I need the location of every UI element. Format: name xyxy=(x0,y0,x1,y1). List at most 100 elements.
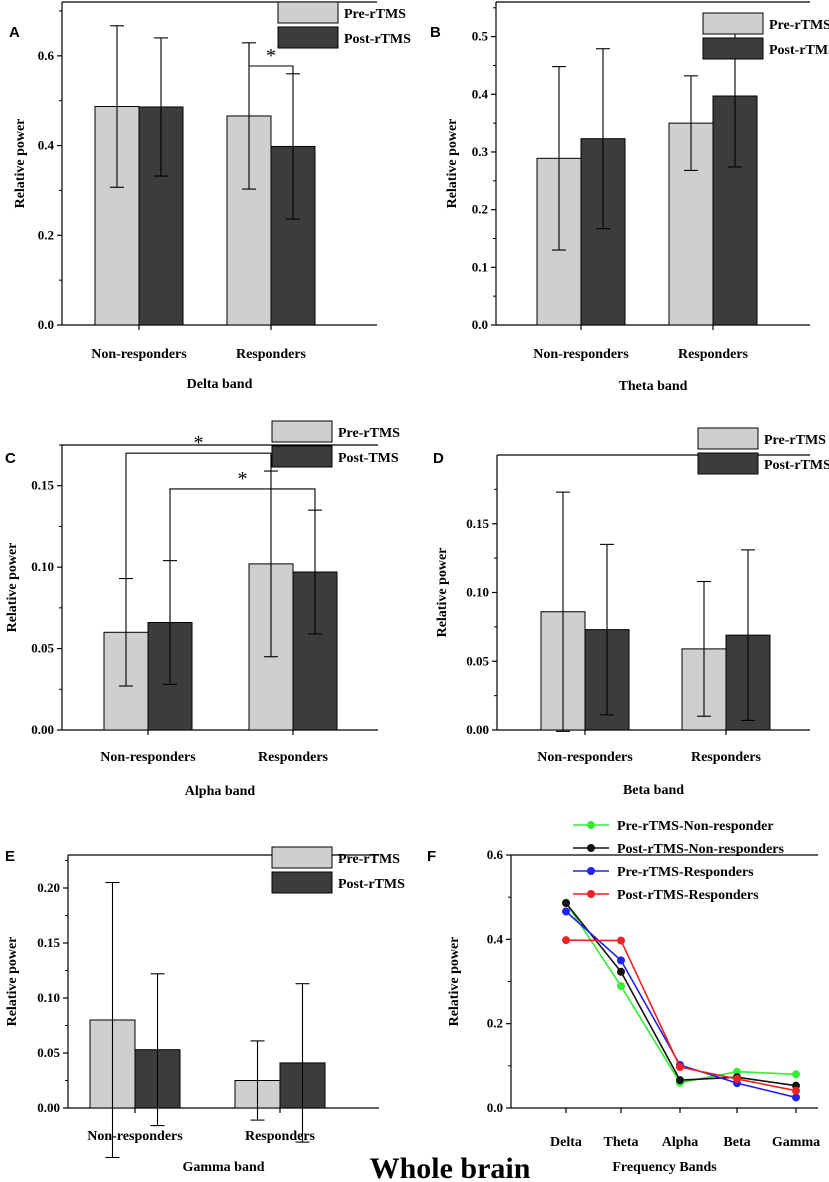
y-axis-title: Relative power xyxy=(13,119,28,209)
legend-label: Post-TMS xyxy=(338,451,399,466)
x-category-label: Responders xyxy=(245,1129,316,1144)
data-point xyxy=(617,982,625,991)
legend-swatch xyxy=(277,1,339,24)
y-tick-label: 0.2 xyxy=(38,227,54,242)
y-tick-label: 0.6 xyxy=(38,48,55,63)
legend-label: Pre-rTMS xyxy=(344,7,406,22)
y-tick-label: 0.0 xyxy=(472,317,488,332)
legend-label: Pre-rTMS-Responders xyxy=(617,865,754,880)
x-category-label: Responders xyxy=(236,347,307,362)
data-point xyxy=(617,936,625,945)
x-category-label: Theta xyxy=(604,1135,639,1150)
x-axis-title: Alpha band xyxy=(185,784,256,799)
y-tick-label: 0.15 xyxy=(31,478,54,493)
y-axis-title: Relative power xyxy=(435,548,450,638)
significance-star: * xyxy=(266,45,276,67)
x-axis-title: Delta band xyxy=(187,377,253,392)
data-point xyxy=(792,1093,800,1102)
y-tick-label: 0.10 xyxy=(37,990,60,1005)
legend-label: Post-rTMS xyxy=(769,43,829,58)
y-tick-label: 0.0 xyxy=(38,317,54,332)
y-tick-label: 0.10 xyxy=(31,559,54,574)
data-point xyxy=(733,1074,741,1083)
legend-marker xyxy=(587,890,595,898)
y-tick-label: 0.20 xyxy=(37,880,60,895)
significance-star: * xyxy=(194,432,204,454)
y-tick-label: 0.05 xyxy=(466,653,489,668)
legend-swatch xyxy=(271,871,333,894)
legend-swatch xyxy=(271,445,333,468)
y-axis-title: Relative power xyxy=(447,937,462,1027)
data-point xyxy=(617,956,625,965)
legend-swatch xyxy=(271,846,333,869)
x-category-label: Responders xyxy=(258,750,329,765)
data-point xyxy=(792,1070,800,1079)
panel-C: C 0.00 0.05 0.10 0.15 Relative power Non-respo… xyxy=(5,420,400,799)
y-tick-label: 0.00 xyxy=(37,1100,60,1115)
legend: Pre-rTMS Post-TMS xyxy=(271,420,400,468)
series-line xyxy=(565,902,797,1087)
x-category-label: Non-responders xyxy=(537,750,633,765)
y-tick-label: 0.2 xyxy=(487,1016,503,1031)
y-tick-label: 0.15 xyxy=(466,516,489,531)
legend: Pre-rTMS Post-rTMS xyxy=(271,846,405,894)
legend-swatch xyxy=(702,12,764,35)
x-category-label: Non-responders xyxy=(91,347,187,362)
y-tick-label: 0.4 xyxy=(38,138,55,153)
y-tick-label: 0.05 xyxy=(37,1045,60,1060)
panel-letter-A: A xyxy=(9,24,20,41)
x-category-label: Beta xyxy=(723,1135,750,1150)
legend: Pre-rTMS Post-rTMS xyxy=(697,427,829,475)
legend: Pre-rTMS Post-rTMS xyxy=(277,1,411,49)
legend-marker xyxy=(587,867,595,875)
x-category-label: Non-responders xyxy=(100,750,196,765)
legend-swatch xyxy=(277,26,339,49)
y-tick-label: 0.5 xyxy=(472,29,489,44)
data-point xyxy=(562,936,570,945)
data-point xyxy=(562,907,570,916)
legend-label: Pre-rTMS xyxy=(764,433,826,448)
y-tick-label: 0.4 xyxy=(472,86,489,101)
data-point xyxy=(617,967,625,976)
x-category-label: Responders xyxy=(678,347,749,362)
panel-letter-D: D xyxy=(433,450,444,467)
legend-label: Post-rTMS-Responders xyxy=(617,888,759,903)
significance-star: * xyxy=(238,468,248,490)
panel-letter-B: B xyxy=(430,24,441,41)
significance-bracket xyxy=(169,488,316,561)
x-axis-title: Gamma band xyxy=(182,1160,264,1175)
panel-A: A 0.0 0.2 0.4 0.6 Relative power Non-responder… xyxy=(9,1,411,392)
panel-letter-C: C xyxy=(5,450,16,467)
x-axis-title: Frequency Bands xyxy=(612,1160,717,1175)
y-tick-label: 0.00 xyxy=(466,722,489,737)
data-point xyxy=(792,1086,800,1095)
y-tick-label: 0.2 xyxy=(472,202,488,217)
y-tick-label: 0.6 xyxy=(487,847,504,862)
legend-label: Pre-rTMS xyxy=(769,18,829,33)
panel-D: D 0.00 0.05 0.10 0.15 Relative power Non-respo… xyxy=(433,427,829,798)
panel-E: E 0.00 0.05 0.10 0.15 0.20 Relative power Non-r… xyxy=(5,846,405,1175)
y-tick-label: 0.15 xyxy=(37,935,60,950)
significance-bracket xyxy=(248,42,294,74)
legend-swatch xyxy=(271,420,333,443)
x-category-label: Gamma xyxy=(772,1135,820,1150)
legend-marker xyxy=(587,821,595,829)
y-axis-title: Relative power xyxy=(5,543,20,633)
y-axis-title: Relative power xyxy=(5,937,20,1027)
legend-marker xyxy=(587,844,595,852)
y-tick-label: 0.0 xyxy=(487,1100,503,1115)
y-tick-label: 0.3 xyxy=(472,144,489,159)
x-category-label: Non-responders xyxy=(533,347,629,362)
data-point xyxy=(733,1067,741,1076)
legend-label: Post-rTMS xyxy=(344,32,411,47)
legend-label: Pre-rTMS xyxy=(338,426,400,441)
series-line xyxy=(565,902,797,1084)
y-axis-title: Relative power xyxy=(445,119,460,209)
x-axis-title: Beta band xyxy=(623,783,684,798)
y-tick-label: 0.4 xyxy=(487,931,504,946)
panel-B: B 0.0 0.1 0.2 0.3 0.4 0.5 Relative power Non-res… xyxy=(430,1,829,394)
legend-label: Post-rTMS xyxy=(764,458,829,473)
legend: Pre-rTMS Post-rTMS xyxy=(702,12,829,60)
panel-F: F 0.0 0.2 0.4 0.6 Relative power Delta Theta Alp… xyxy=(427,819,820,1175)
